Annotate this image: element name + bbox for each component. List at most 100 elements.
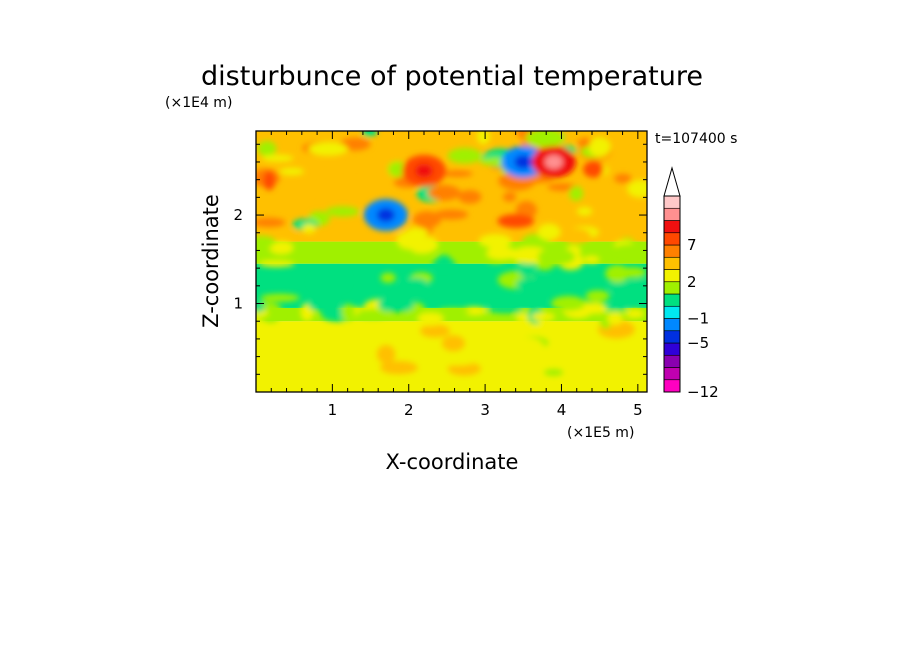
field-cell (341, 304, 356, 321)
field-cell (531, 322, 551, 337)
colorbar-swatch (663, 305, 681, 319)
field-cell (380, 272, 396, 283)
field-cell (447, 147, 483, 164)
field-cell (261, 154, 294, 162)
field-anomaly-core (514, 154, 533, 169)
colorbar-swatch (663, 244, 681, 258)
field-anomaly-core (415, 163, 434, 178)
field-cell (396, 231, 421, 249)
field-cell (614, 173, 632, 184)
colorbar-swatch (663, 281, 681, 295)
field-cell (427, 184, 461, 201)
colorbar-swatch (663, 354, 681, 368)
colorbar-extend-arrow (663, 166, 681, 197)
field-cell (488, 377, 518, 386)
field-cell (256, 303, 265, 313)
field-cell (585, 290, 610, 302)
field-cell (531, 312, 556, 322)
field-cell (614, 243, 647, 253)
field-cell (551, 295, 586, 311)
field-cell (437, 255, 451, 263)
y-unit-label: (×1E4 m) (165, 95, 232, 111)
field-cell (514, 297, 545, 304)
colorbar-swatch (663, 256, 681, 270)
field-cell (486, 304, 524, 314)
field-cell (279, 167, 305, 176)
colorbar-label: −12 (687, 383, 719, 401)
field-cell (356, 308, 389, 320)
field-cell (401, 277, 430, 295)
field-cell (607, 312, 623, 326)
colorbar: −12−5−127 (663, 166, 719, 401)
field-cell (379, 361, 418, 375)
field-cell (441, 335, 465, 352)
field-cell (377, 296, 415, 313)
field-cell (395, 376, 436, 386)
x-axis: 1 2 3 4 5 (270, 131, 643, 419)
field-anomaly-core (376, 208, 395, 223)
field-cell (310, 273, 348, 291)
field-band (256, 321, 647, 392)
colorbar-label: 7 (687, 236, 697, 254)
field-cell (485, 246, 519, 260)
field-cell (618, 267, 647, 278)
x-tick-label: 1 (328, 401, 338, 419)
field-cell (387, 161, 407, 178)
x-tick-label: 2 (404, 401, 414, 419)
x-axis-label: X-coordinate (386, 450, 519, 474)
colorbar-label: −5 (687, 334, 709, 352)
plot-frame (255, 130, 648, 393)
colorbar-swatch (663, 379, 681, 393)
field-cell (478, 234, 512, 248)
field-cell (260, 293, 300, 302)
field-cell (461, 306, 487, 316)
field-cell (362, 131, 378, 137)
field-cell (515, 277, 553, 292)
field-cell (502, 191, 517, 202)
field-cell (497, 214, 535, 228)
colorbar-frame (663, 195, 681, 393)
time-label: t=107400 s (655, 131, 737, 147)
colorbar-label: 2 (687, 273, 697, 291)
field-cell (417, 312, 444, 326)
field-cell (283, 230, 299, 240)
field-cell (379, 252, 410, 260)
field-cell (627, 180, 647, 198)
field-cell (562, 228, 591, 244)
y-axis: 12 (233, 143, 647, 375)
colorbar-label: −1 (687, 310, 709, 328)
field-cell (506, 337, 544, 356)
y-axis-label: Z-coordinate (199, 194, 223, 328)
field-cell (256, 341, 273, 355)
field-cell (420, 324, 450, 338)
field-cell (549, 326, 585, 334)
field-cell (434, 209, 469, 220)
colorbar-swatch (663, 269, 681, 283)
field-cell (263, 170, 276, 191)
field-cell (300, 181, 313, 196)
colorbar-swatch (663, 293, 681, 307)
field-cell (262, 315, 278, 324)
field-cell (544, 368, 564, 377)
colorbar-swatch (663, 232, 681, 246)
field-cell (256, 217, 286, 228)
field-cell (583, 161, 604, 178)
x-tick-label: 5 (633, 401, 643, 419)
field-anomaly-core (544, 154, 563, 169)
field-cell (604, 304, 628, 312)
field-cell (436, 358, 474, 366)
field-cell (437, 307, 471, 315)
y-tick-label: 1 (233, 295, 243, 313)
colorbar-swatch (663, 220, 681, 234)
colorbar-swatch (663, 195, 681, 209)
field-cell (432, 258, 456, 270)
field-cell (343, 344, 365, 357)
field-cell (537, 223, 561, 241)
field-cell (269, 240, 294, 255)
y-tick-label: 2 (233, 206, 243, 224)
field-cell (537, 248, 576, 266)
field-cell (302, 223, 316, 234)
field-cell (576, 206, 593, 216)
chart-title: disturbunce of potential temperature (201, 61, 703, 92)
